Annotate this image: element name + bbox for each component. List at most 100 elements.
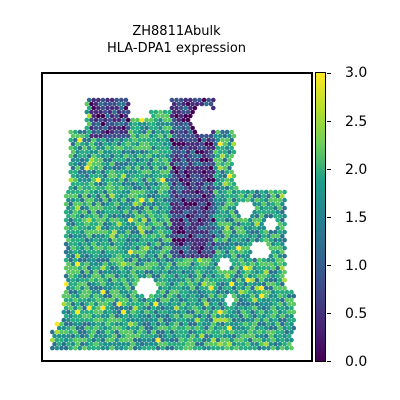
spot <box>148 141 154 147</box>
spot <box>75 197 80 203</box>
spot <box>275 217 281 223</box>
spot <box>280 281 285 287</box>
spot <box>190 309 195 315</box>
spot <box>93 221 99 227</box>
spot <box>112 125 117 131</box>
spot <box>112 189 117 195</box>
spot <box>250 293 255 299</box>
spot <box>188 297 193 303</box>
spot <box>289 337 294 343</box>
spot <box>128 169 133 175</box>
spot <box>259 333 264 339</box>
spot <box>171 221 177 227</box>
spot <box>261 297 267 303</box>
spot <box>105 113 110 119</box>
spot <box>73 257 78 263</box>
spot <box>250 269 255 275</box>
spot <box>109 345 115 351</box>
spot <box>153 317 159 323</box>
spot <box>125 261 131 267</box>
spot <box>151 137 156 143</box>
spot <box>266 289 271 295</box>
spot <box>243 233 248 239</box>
spot <box>144 157 149 163</box>
spot <box>188 193 193 199</box>
spot <box>229 313 234 319</box>
spot <box>169 209 175 215</box>
spot <box>146 169 152 175</box>
spot <box>197 161 202 167</box>
spot <box>208 221 214 227</box>
spot <box>277 341 283 347</box>
spot <box>93 333 99 339</box>
spot <box>201 153 207 159</box>
spot <box>167 237 172 243</box>
spot <box>82 249 87 255</box>
spot <box>119 177 124 183</box>
spot <box>227 213 232 219</box>
spot <box>270 297 276 303</box>
spot <box>208 309 214 315</box>
spot <box>266 313 271 319</box>
spot <box>217 325 223 331</box>
spot <box>144 189 149 195</box>
spot <box>86 225 92 231</box>
spot <box>238 217 244 223</box>
spot <box>68 153 73 159</box>
spot <box>201 169 207 175</box>
spot <box>148 309 154 315</box>
spot <box>188 265 193 271</box>
spot <box>121 165 126 171</box>
spot <box>98 253 103 259</box>
spot <box>155 297 161 303</box>
spot <box>68 281 73 287</box>
spot <box>119 233 124 239</box>
spot <box>66 285 71 291</box>
spot <box>224 281 230 287</box>
spot <box>68 169 73 175</box>
spot <box>130 285 136 291</box>
spot <box>98 189 103 195</box>
spot <box>151 209 156 215</box>
spot <box>277 205 283 211</box>
spot <box>165 169 170 175</box>
spot <box>119 329 124 335</box>
spot <box>70 269 76 275</box>
spot <box>280 233 285 239</box>
spot <box>280 273 285 279</box>
spot <box>222 301 228 307</box>
spot <box>254 269 260 275</box>
spot <box>190 133 195 139</box>
spot <box>130 245 136 251</box>
spot <box>280 249 285 255</box>
spot <box>158 197 163 203</box>
spot <box>268 269 274 275</box>
spot <box>146 201 152 207</box>
spot <box>121 245 126 251</box>
spot <box>86 169 92 175</box>
spot <box>238 273 244 279</box>
spot <box>250 197 255 203</box>
spot <box>139 341 145 347</box>
spot <box>112 293 117 299</box>
spot <box>153 157 159 163</box>
spot <box>91 137 96 143</box>
spot <box>178 233 184 239</box>
spot <box>146 305 152 311</box>
spot <box>169 105 175 111</box>
spot <box>178 281 184 287</box>
spot <box>206 153 211 159</box>
spot <box>192 345 198 351</box>
spot <box>190 181 195 187</box>
spot <box>132 313 138 319</box>
spot <box>190 229 195 235</box>
spot <box>73 201 78 207</box>
spot <box>199 237 205 243</box>
spot <box>206 257 211 263</box>
spot <box>137 209 142 215</box>
spot <box>148 341 154 347</box>
spot <box>174 193 179 199</box>
spot <box>63 257 69 263</box>
spot <box>183 201 188 207</box>
spot <box>236 221 241 227</box>
